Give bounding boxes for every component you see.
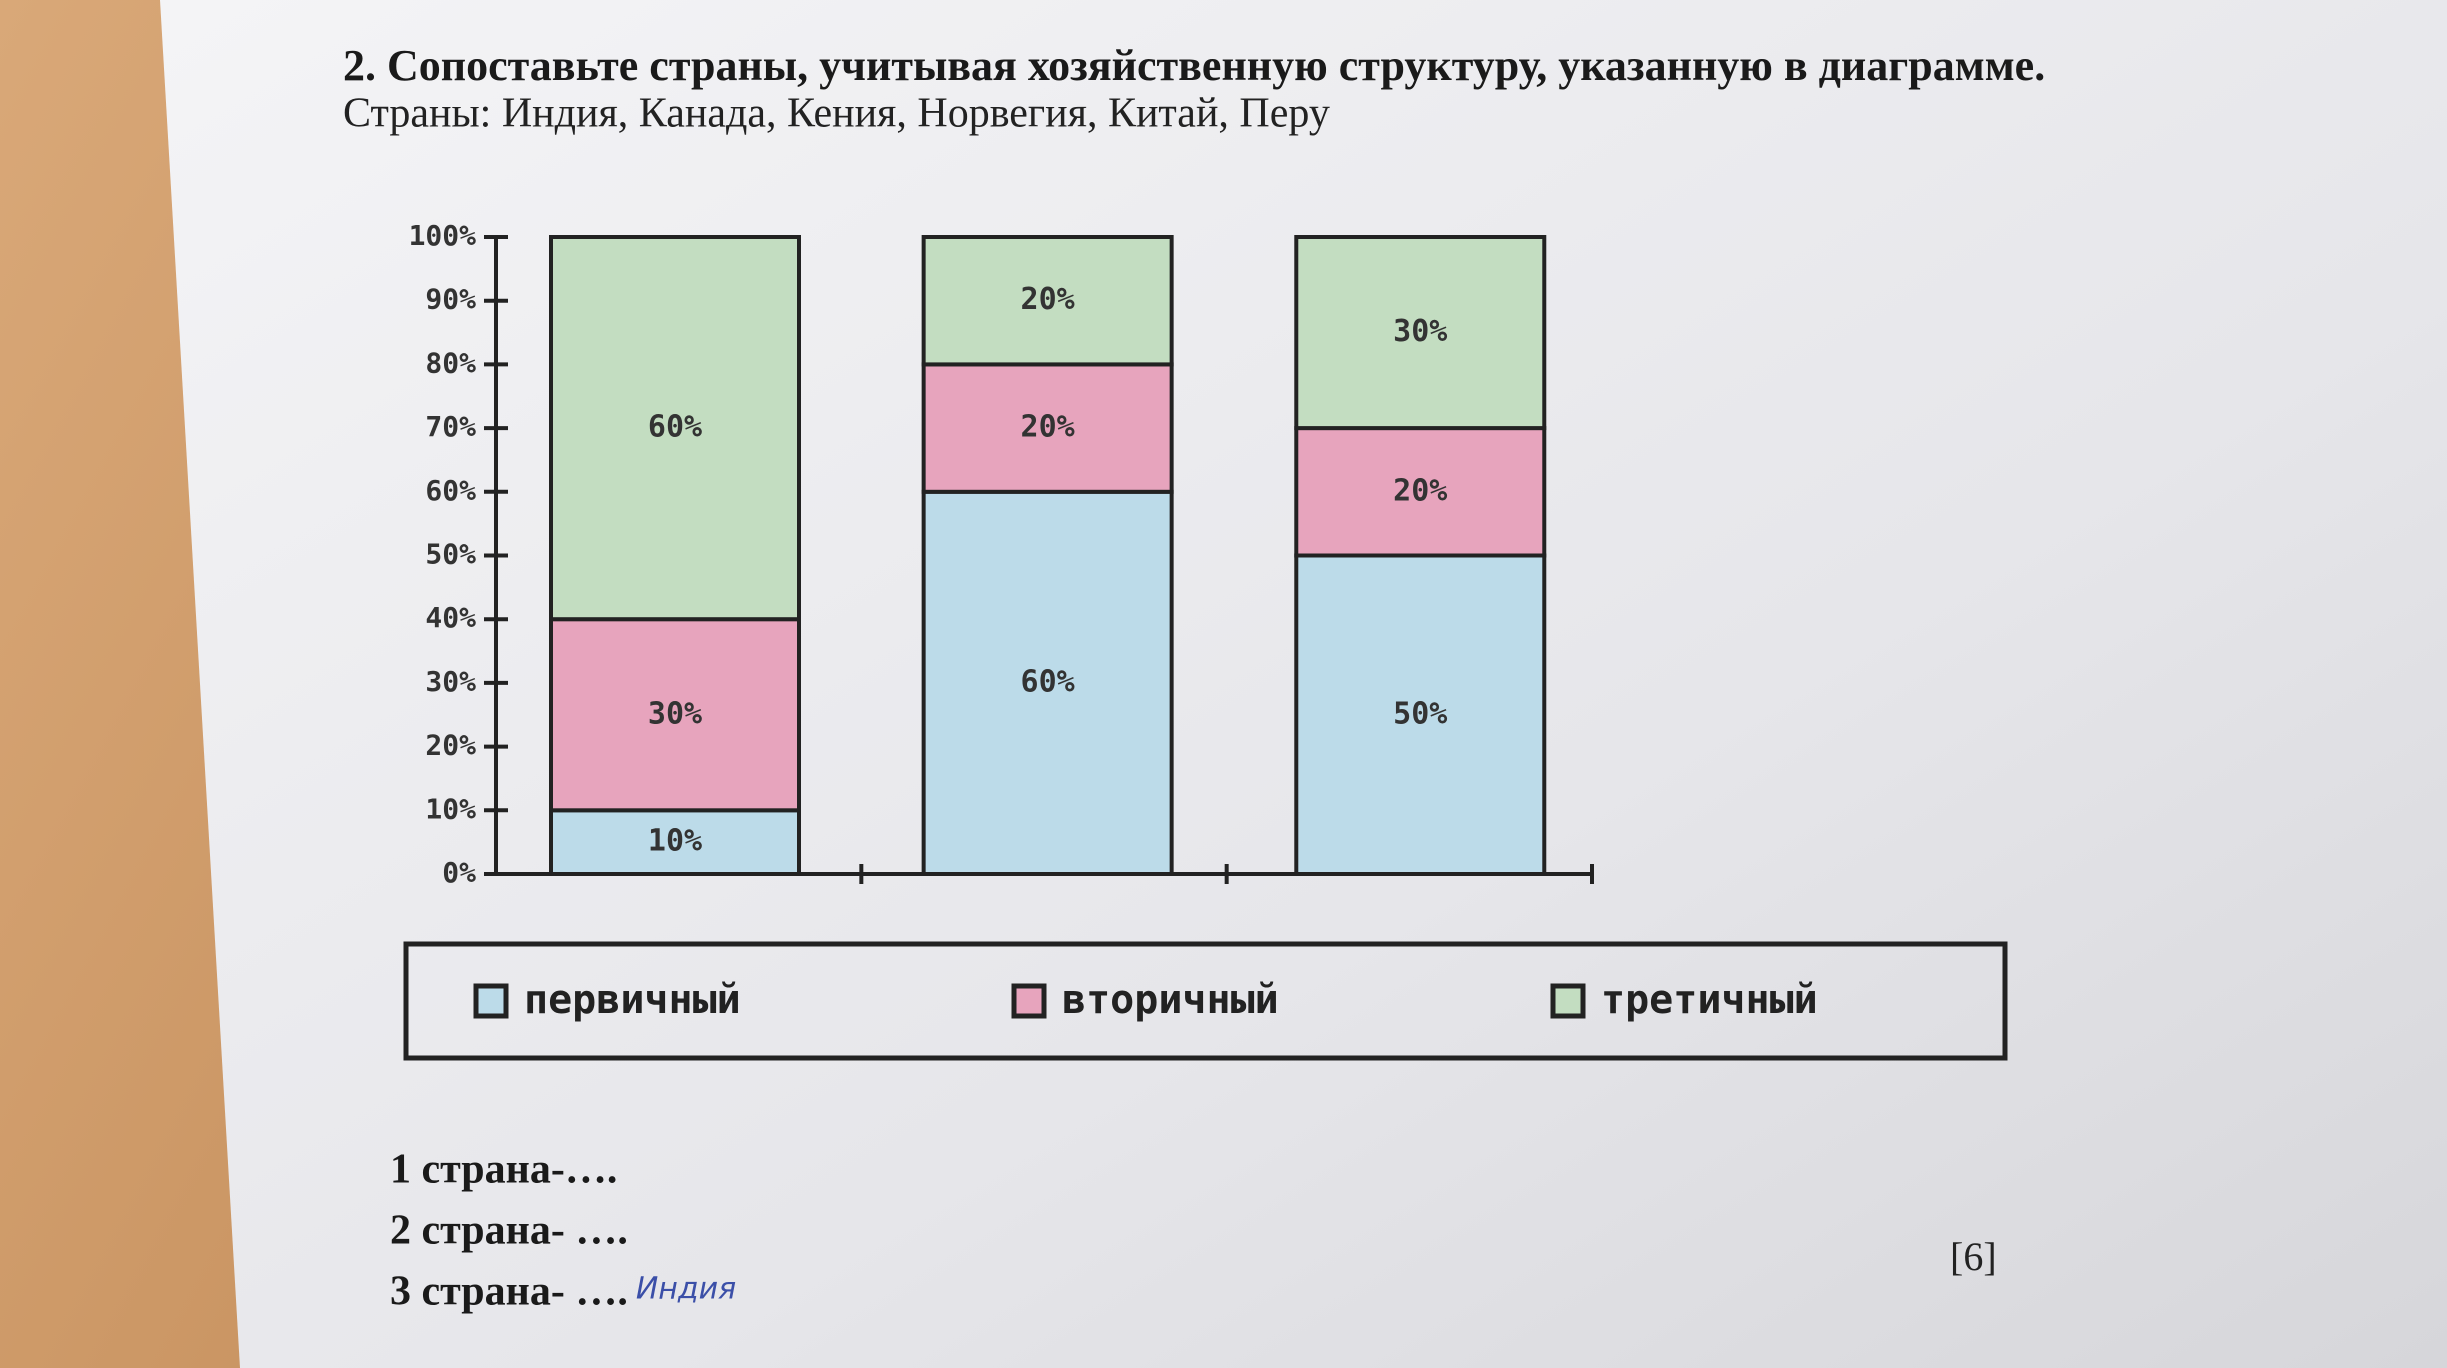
bar-segment	[549, 808, 801, 876]
y-tick-label: 80%	[425, 346, 476, 379]
bar-segment	[549, 617, 801, 813]
legend-label: третичный	[1601, 977, 1818, 1023]
handwritten-answer: Индия	[636, 1272, 736, 1307]
y-tick-label: 20%	[425, 729, 476, 762]
legend-swatch	[1011, 983, 1047, 1019]
data-label: 30%	[648, 696, 702, 731]
y-tick-label: 30%	[425, 665, 476, 698]
y-tick-label: 70%	[425, 410, 476, 443]
bar-segment	[921, 362, 1174, 494]
bar-segment	[921, 235, 1174, 367]
y-tick-label: 40%	[425, 601, 476, 634]
question-subtitle: Страны: Индия, Канада, Кения, Норвегия, …	[343, 91, 1330, 137]
data-label: 60%	[1021, 664, 1075, 699]
legend-swatch	[1550, 983, 1586, 1019]
y-tick-label: 50%	[425, 538, 476, 571]
score: [6]	[1950, 1234, 1997, 1279]
legend-swatch	[473, 983, 509, 1019]
legend: первичный вторичный третичный	[473, 977, 1818, 1023]
bar-segment	[1294, 235, 1547, 431]
y-tick-label: 60%	[425, 474, 476, 507]
bar-segment	[549, 235, 801, 622]
y-tick-label: 0%	[442, 856, 476, 889]
bar-segment	[1294, 553, 1547, 876]
chart: 0% 10% 20% 30% 40% 50% 60% 70% 80% 90% 100% 10% 30% 6…	[409, 219, 1594, 889]
answer-line: 2 страна- ….	[390, 1208, 628, 1254]
data-label: 20%	[1393, 473, 1447, 508]
legend-box	[403, 941, 2008, 1061]
legend-label: первичный	[524, 977, 741, 1023]
data-label: 10%	[648, 824, 702, 859]
question-title: 2. Сопоставьте страны, учитывая хозяйств…	[343, 41, 2045, 90]
y-tick-label: 90%	[425, 283, 476, 316]
data-label: 50%	[1393, 696, 1447, 731]
data-label: 20%	[1021, 410, 1075, 445]
answers: 1 страна-…. 2 страна- …. 3 страна- …. Индия	[390, 1147, 736, 1315]
legend-label: вторичный	[1062, 977, 1279, 1023]
y-tick-label: 10%	[425, 792, 476, 825]
answer-line: 3 страна- ….	[390, 1269, 628, 1315]
y-tick-label: 100%	[409, 219, 477, 252]
data-label: 30%	[1393, 314, 1447, 349]
answer-line: 1 страна-….	[390, 1147, 617, 1193]
data-label: 60%	[648, 410, 702, 445]
data-label: 20%	[1021, 282, 1075, 317]
